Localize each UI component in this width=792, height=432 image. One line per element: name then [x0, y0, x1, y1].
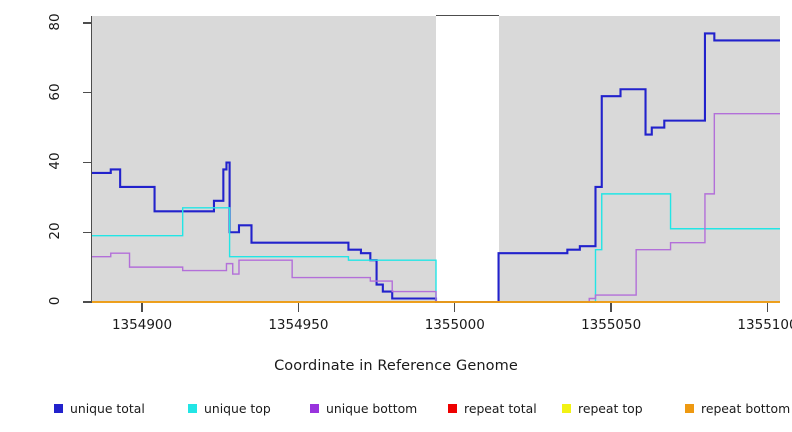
legend-label: unique bottom: [326, 400, 418, 416]
y-axis-line: [91, 16, 93, 303]
x-tick-label: 1354900: [111, 317, 173, 333]
y-tick-mark: [83, 231, 92, 233]
x-tick-mark: [297, 303, 300, 312]
legend-label: unique top: [204, 400, 271, 416]
x-tick-label: 1355100: [737, 317, 792, 333]
x-tick-mark: [454, 303, 456, 312]
y-tick-label: 0: [47, 296, 63, 306]
legend-swatch-icon: [310, 403, 319, 413]
series-line-unique-bottom: [92, 112, 780, 303]
y-tick-label: 80: [47, 13, 63, 31]
plot-area: [92, 15, 780, 304]
legend-item-repeat-total[interactable]: repeat total: [448, 398, 537, 418]
y-tick-mark: [83, 301, 92, 303]
plot-panel-background: [92, 15, 780, 302]
chart-legend: unique total unique top unique bottom repea…: [0, 398, 792, 418]
legend-item-repeat-bottom[interactable]: repeat bottom: [685, 398, 790, 418]
panel-segment-1: [498, 16, 780, 302]
series-layer: [92, 32, 780, 304]
legend-swatch-icon: [562, 403, 571, 413]
legend-swatch-icon: [188, 403, 197, 413]
legend-swatch-icon: [448, 403, 457, 413]
x-tick-label: 1354950: [268, 317, 329, 333]
legend-label: repeat bottom: [701, 400, 791, 416]
legend-label: unique total: [70, 400, 145, 416]
legend-label: repeat top: [578, 400, 643, 416]
series-line-unique-top: [92, 193, 780, 303]
y-tick-label: 20: [47, 222, 63, 240]
legend-item-repeat-top[interactable]: repeat top: [562, 398, 643, 418]
x-tick-label: 1355000: [424, 317, 485, 333]
y-tick-mark: [83, 22, 92, 24]
y-tick-label: 60: [47, 83, 63, 101]
x-tick-mark: [766, 303, 769, 312]
panel-segment-0: [92, 16, 436, 302]
legend-swatch-icon: [685, 403, 694, 413]
legend-item-unique-top[interactable]: unique top: [188, 398, 271, 418]
legend-item-unique-total[interactable]: unique total: [54, 398, 145, 418]
legend-swatch-icon: [54, 403, 63, 413]
y-tick-label: 40: [47, 152, 63, 171]
legend-label: repeat total: [464, 400, 537, 416]
x-tick-mark: [610, 303, 612, 312]
panel-gap-top-border: [436, 15, 499, 17]
x-tick-label: 1355050: [581, 317, 642, 333]
legend-item-unique-bottom[interactable]: unique bottom: [310, 398, 417, 418]
y-tick-mark: [83, 161, 92, 164]
x-tick-mark: [141, 303, 143, 312]
y-tick-mark: [83, 92, 92, 94]
x-axis-title: Coordinate in Reference Genome: [274, 358, 518, 374]
series-line-unique-total: [92, 32, 780, 304]
